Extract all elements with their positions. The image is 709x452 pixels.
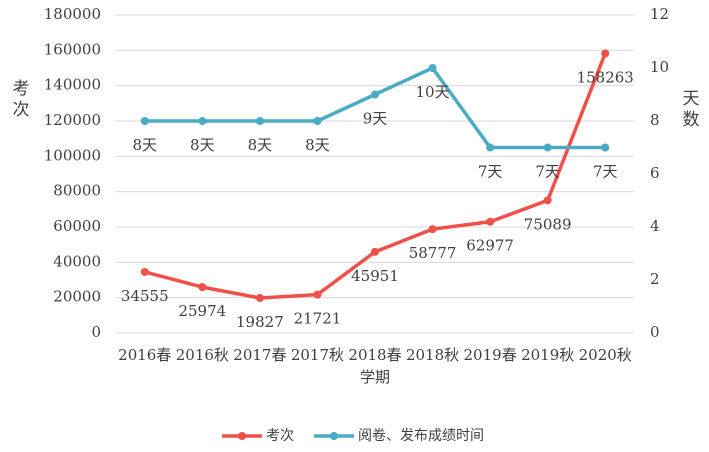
y2-tick-label: 8 [650,111,660,129]
y2-tick-label: 12 [650,5,669,23]
y-tick-label: 80000 [53,182,101,200]
data-point [371,90,379,99]
data-label: 9天 [363,110,388,128]
data-point [601,143,610,152]
data-label: 75089 [524,215,572,233]
x-tick-label: 2016秋 [176,346,229,364]
data-point [371,247,379,256]
x-tick-label: 2020秋 [579,346,632,364]
data-label: 7天 [593,163,618,181]
data-label: 8天 [248,136,273,154]
x-tick-label: 2019秋 [521,346,574,364]
data-label: 8天 [133,136,158,154]
data-point [428,225,437,234]
y2-tick-label: 10 [650,58,669,76]
y2-tick-label: 0 [650,323,660,341]
x-tick-label: 2017春 [233,346,286,364]
x-axis-label: 学期 [360,368,390,386]
data-point [198,117,207,125]
legend-marker [238,432,246,440]
legend-label: 考次 [266,428,294,444]
x-tick-label: 2018春 [348,346,401,364]
data-label: 58777 [409,244,457,262]
data-point [543,143,552,152]
data-point [140,267,149,276]
data-point [486,143,495,152]
y2-tick-label: 6 [650,164,660,182]
y-tick-label: 160000 [44,40,101,58]
data-point [255,117,264,125]
legend-label: 阅卷、发布成绩时间 [358,428,484,444]
y-tick-label: 20000 [53,288,101,306]
y2-axis-label: 天数 [679,89,700,131]
y-tick-label: 40000 [53,252,101,270]
x-tick-label: 2018秋 [406,346,459,364]
y-tick-label: 180000 [44,5,101,23]
data-point [313,290,322,299]
y-tick-label: 0 [91,323,101,341]
data-point [313,117,322,125]
data-label: 19827 [236,313,284,331]
y-axis-label: 考次 [9,79,30,121]
data-point [601,49,610,58]
y-tick-label: 60000 [53,217,101,235]
data-label: 45951 [351,267,399,285]
legend-marker [330,432,338,440]
y-tick-label: 100000 [44,146,101,164]
x-tick-label: 2017秋 [291,346,344,364]
data-label: 8天 [190,136,215,154]
data-point [543,196,552,205]
x-tick-label: 2016春 [118,346,171,364]
data-label: 7天 [478,163,503,181]
data-label: 21721 [294,310,342,328]
x-tick-label: 2019春 [464,346,517,364]
data-point [198,283,207,292]
y-tick-label: 140000 [44,76,101,94]
data-label: 158263 [577,68,634,86]
data-point [428,64,437,72]
data-point [255,293,264,302]
data-label: 10天 [416,83,450,101]
data-label: 34555 [121,287,169,305]
data-label: 7天 [535,163,560,181]
data-point [140,117,149,125]
data-label: 25974 [178,302,226,320]
data-label: 8天 [305,136,330,154]
data-point [486,217,495,226]
y2-tick-label: 4 [650,217,660,235]
y-tick-label: 120000 [44,111,101,129]
data-label: 62977 [466,237,514,255]
y2-tick-label: 2 [650,270,660,288]
